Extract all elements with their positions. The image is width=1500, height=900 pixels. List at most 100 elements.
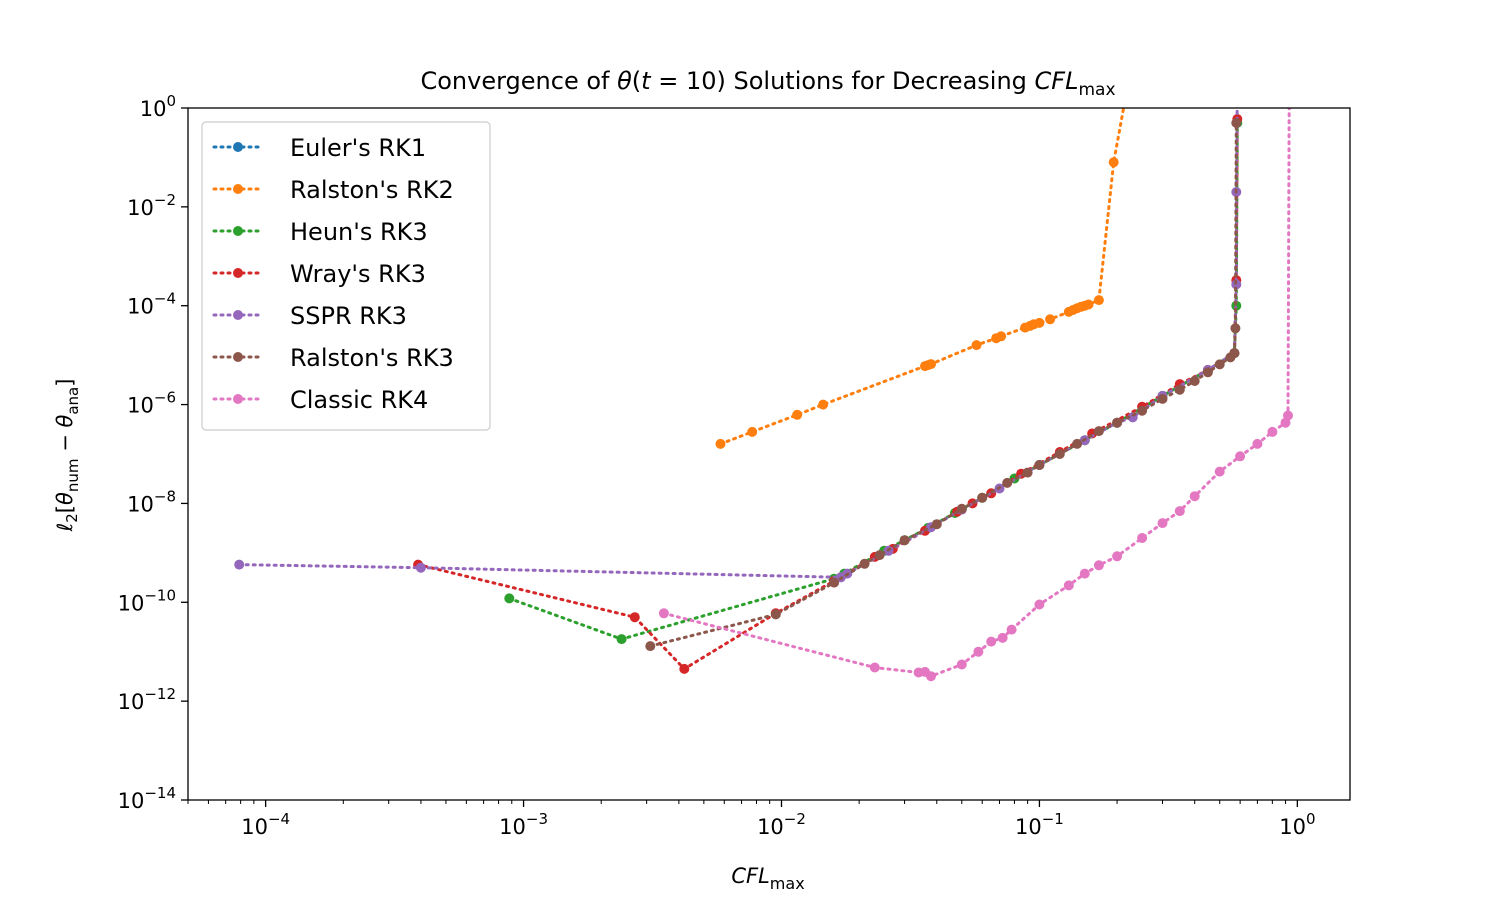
data-point — [1112, 417, 1123, 428]
data-point — [1214, 359, 1225, 370]
series-6 — [658, 108, 1293, 682]
legend-marker — [233, 184, 243, 194]
legend-marker — [233, 226, 243, 236]
data-point — [1214, 466, 1225, 477]
legend-label: Ralston's RK2 — [290, 176, 454, 204]
legend-marker — [233, 142, 243, 152]
legend-marker — [233, 352, 243, 362]
data-point — [1093, 560, 1104, 571]
data-point — [1083, 299, 1094, 310]
data-point — [1232, 94, 1242, 104]
legend-marker — [233, 268, 243, 278]
x-tick-label: 10−3 — [499, 810, 548, 839]
data-point — [869, 662, 880, 673]
data-point — [1045, 314, 1056, 325]
y-tick-label: 10−2 — [127, 191, 176, 220]
y-tick-label: 10−12 — [118, 685, 176, 714]
data-point — [971, 340, 982, 351]
data-point — [1063, 580, 1074, 591]
data-point — [1054, 449, 1065, 459]
data-point — [931, 519, 942, 530]
data-point — [1202, 367, 1213, 378]
data-point — [818, 399, 829, 410]
data-point — [859, 558, 870, 569]
data-point — [234, 559, 245, 570]
legend-label: SSPR RK3 — [290, 302, 407, 330]
data-point — [504, 593, 515, 604]
legend-item: SSPR RK3 — [212, 302, 407, 330]
y-tick-label: 10−6 — [127, 389, 176, 418]
series-line — [662, 108, 1291, 678]
data-point — [996, 331, 1007, 342]
data-point — [1229, 348, 1240, 359]
data-point — [1283, 410, 1293, 421]
data-point — [1108, 157, 1119, 168]
series-3 — [413, 114, 1243, 674]
data-point — [679, 663, 690, 674]
data-point — [899, 535, 910, 546]
series-line — [648, 121, 1238, 648]
data-point — [1079, 568, 1090, 579]
data-point — [997, 632, 1008, 643]
data-point — [1231, 300, 1242, 311]
legend-item: Heun's RK3 — [212, 218, 428, 246]
y-tick-label: 10−8 — [127, 487, 176, 516]
data-point — [1189, 491, 1200, 502]
data-point — [1157, 518, 1168, 529]
data-point — [1252, 438, 1263, 449]
data-point — [1072, 438, 1083, 449]
y-tick-label: 100 — [140, 92, 176, 121]
data-point — [1157, 393, 1168, 404]
data-point — [1006, 624, 1017, 635]
data-point — [1230, 323, 1241, 334]
legend-label: Wray's RK3 — [290, 260, 426, 288]
legend-label: Ralston's RK3 — [290, 344, 454, 372]
legend-label: Classic RK4 — [290, 386, 428, 414]
axes-frame — [187, 107, 1351, 801]
data-point — [658, 608, 669, 619]
data-point — [1174, 384, 1185, 395]
data-point — [986, 636, 997, 647]
series-layer — [234, 94, 1293, 682]
x-tick-label: 10−4 — [241, 810, 290, 839]
x-tick-label: 100 — [1279, 810, 1315, 839]
data-point — [973, 646, 984, 657]
x-tick-label: 10−1 — [1015, 810, 1064, 839]
legend-marker — [233, 310, 243, 320]
data-point — [645, 641, 656, 652]
y-tick-label: 10−10 — [118, 586, 176, 615]
series-line — [507, 121, 1239, 641]
legend-item: Wray's RK3 — [212, 260, 426, 288]
x-tick-label: 10−2 — [757, 810, 806, 839]
data-point — [1267, 426, 1278, 437]
series-1 — [715, 94, 1130, 449]
data-point — [1034, 599, 1045, 610]
data-point — [1120, 94, 1130, 104]
data-point — [1034, 317, 1045, 328]
data-point — [977, 492, 988, 503]
data-point — [747, 426, 758, 437]
data-point — [1231, 117, 1242, 128]
data-point — [926, 671, 936, 682]
data-point — [1002, 477, 1013, 488]
data-point — [1137, 405, 1148, 416]
data-point — [1093, 295, 1104, 306]
data-point — [1235, 451, 1246, 462]
data-point — [874, 550, 885, 561]
data-point — [926, 359, 936, 370]
data-point — [956, 659, 967, 670]
data-point — [1137, 533, 1148, 543]
legend-label: Euler's RK1 — [290, 134, 426, 162]
legend: Euler's RK1 Ralston's RK2 Heun's RK3 Wray's… — [201, 121, 491, 431]
data-point — [956, 503, 967, 514]
chart-title: Convergence of θ(t = 10) Solutions for D… — [420, 67, 1115, 100]
legend-item: Ralston's RK2 — [212, 176, 454, 204]
data-point — [1034, 460, 1045, 470]
y-tick-label: 10−4 — [127, 290, 176, 319]
data-point — [1022, 467, 1033, 478]
data-point — [1093, 426, 1104, 437]
legend-item: Ralston's RK3 — [212, 344, 454, 372]
legend-marker — [233, 394, 243, 404]
plot-area: 10−4 10−3 10−2 10−1 100 100 10−2 10−4 10−6 10−8 10… — [118, 92, 1351, 839]
legend-item: Euler's RK1 — [212, 134, 426, 162]
